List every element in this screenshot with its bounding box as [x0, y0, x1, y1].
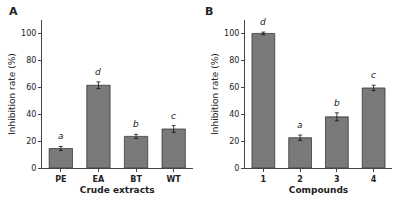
- svg-text:BT: BT: [130, 175, 142, 184]
- svg-text:A: A: [9, 5, 18, 18]
- svg-text:Crude extracts: Crude extracts: [80, 185, 155, 195]
- svg-text:100: 100: [224, 29, 239, 38]
- svg-text:Inhibition rate (%): Inhibition rate (%): [7, 53, 17, 135]
- svg-text:1: 1: [261, 175, 267, 184]
- svg-text:0: 0: [31, 164, 36, 173]
- svg-text:WT: WT: [167, 175, 182, 184]
- svg-text:60: 60: [26, 83, 36, 92]
- svg-text:Inhibition rate (%): Inhibition rate (%): [210, 53, 220, 135]
- svg-text:c: c: [371, 70, 376, 80]
- svg-text:EA: EA: [93, 175, 105, 184]
- svg-text:80: 80: [26, 56, 36, 65]
- svg-text:2: 2: [297, 175, 303, 184]
- svg-text:3: 3: [334, 175, 340, 184]
- svg-text:20: 20: [229, 137, 239, 146]
- svg-text:20: 20: [26, 137, 36, 146]
- svg-text:4: 4: [371, 175, 377, 184]
- svg-text:100: 100: [21, 29, 36, 38]
- svg-text:40: 40: [229, 110, 239, 119]
- svg-text:a: a: [297, 120, 303, 130]
- svg-text:0: 0: [234, 164, 239, 173]
- svg-text:Compounds: Compounds: [289, 185, 348, 195]
- svg-text:40: 40: [26, 110, 36, 119]
- svg-text:d: d: [260, 17, 266, 27]
- svg-text:c: c: [171, 111, 176, 121]
- svg-text:PE: PE: [55, 175, 66, 184]
- svg-text:b: b: [334, 98, 340, 108]
- svg-text:a: a: [58, 131, 64, 141]
- svg-text:80: 80: [229, 56, 239, 65]
- svg-text:60: 60: [229, 83, 239, 92]
- svg-text:d: d: [95, 67, 101, 77]
- svg-text:b: b: [133, 119, 139, 129]
- svg-text:B: B: [205, 5, 213, 18]
